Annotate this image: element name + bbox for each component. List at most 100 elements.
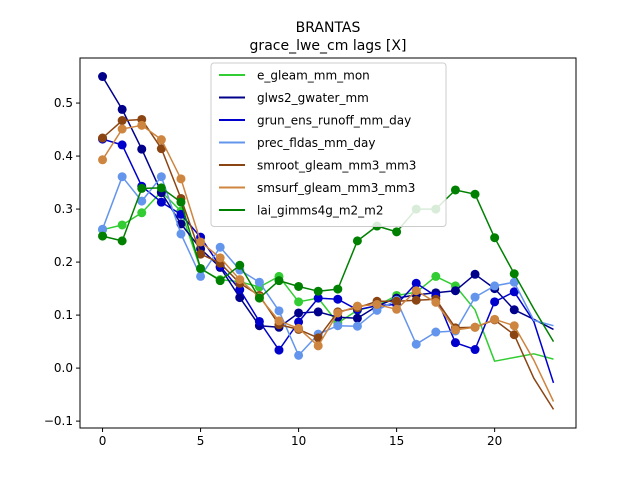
data-point	[274, 306, 284, 316]
legend-label: smsurf_gleam_mm3_mm3	[257, 181, 415, 195]
data-point	[509, 277, 519, 287]
data-point	[196, 271, 206, 281]
data-point	[313, 333, 323, 343]
data-point	[196, 263, 206, 273]
legend-item: lai_gimms4g_m2_m2	[219, 204, 384, 218]
data-point	[490, 314, 500, 324]
data-point	[117, 104, 127, 114]
data-point	[137, 144, 147, 154]
legend-label: smroot_gleam_mm3_mm3	[257, 159, 416, 173]
data-point	[470, 189, 480, 199]
data-point	[352, 236, 362, 246]
data-point	[470, 345, 480, 355]
legend-item: glws2_gwater_mm	[219, 91, 369, 105]
data-point	[117, 124, 127, 134]
data-point	[509, 321, 519, 331]
data-point	[254, 293, 264, 303]
data-point	[470, 269, 480, 279]
data-point	[294, 323, 304, 333]
x-tick-label: 20	[487, 434, 502, 448]
data-point	[137, 208, 147, 218]
data-point	[235, 275, 245, 285]
data-point	[294, 308, 304, 318]
data-point	[156, 135, 166, 145]
data-point	[509, 269, 519, 279]
data-point	[509, 305, 519, 315]
data-point	[117, 172, 127, 182]
data-point	[117, 220, 127, 230]
data-point	[294, 281, 304, 291]
series-line	[102, 190, 554, 362]
data-point	[352, 313, 362, 323]
data-point	[313, 286, 323, 296]
data-point	[196, 237, 206, 247]
data-point	[196, 249, 206, 259]
data-point	[372, 299, 382, 309]
data-point	[313, 341, 323, 351]
chart-subtitle: grace_lwe_cm lags [X]	[250, 38, 407, 54]
data-point	[117, 236, 127, 246]
data-point	[333, 294, 343, 304]
data-point	[431, 327, 441, 337]
data-point	[254, 316, 264, 326]
data-point	[490, 233, 500, 243]
data-point	[215, 253, 225, 263]
data-point	[156, 183, 166, 193]
data-point	[215, 242, 225, 252]
data-point	[333, 284, 343, 294]
y-tick-label: 0.3	[54, 202, 73, 216]
data-point	[333, 321, 343, 331]
legend-item: grun_ens_runoff_mm_day	[219, 114, 411, 128]
x-tick-label: 0	[99, 434, 107, 448]
legend-item: smroot_gleam_mm3_mm3	[219, 159, 416, 173]
series-smsurf_gleam_mm3_mm3	[98, 120, 555, 402]
data-point	[274, 316, 284, 326]
data-point	[137, 183, 147, 193]
data-point	[254, 277, 264, 287]
data-point	[176, 174, 186, 184]
data-point	[117, 116, 127, 126]
data-point	[509, 330, 519, 340]
data-point	[274, 276, 284, 286]
x-tick-label: 5	[197, 434, 205, 448]
data-point	[352, 321, 362, 331]
data-point	[235, 285, 245, 295]
data-point	[392, 296, 402, 306]
data-point	[411, 278, 421, 288]
data-point	[215, 276, 225, 286]
data-point	[117, 140, 127, 150]
x-tick-label: 15	[389, 434, 404, 448]
legend-item: smsurf_gleam_mm3_mm3	[219, 181, 415, 195]
y-tick-label: 0.5	[54, 96, 73, 110]
data-point	[431, 271, 441, 281]
y-tick-label: 0.2	[54, 255, 73, 269]
data-point	[392, 227, 402, 237]
legend-label: lai_gimms4g_m2_m2	[257, 204, 384, 218]
plot-area-frame	[79, 57, 577, 429]
data-point	[490, 297, 500, 307]
data-point	[235, 293, 245, 303]
data-point	[313, 293, 323, 303]
data-point	[98, 224, 108, 234]
y-tick-label: −0.1	[44, 414, 73, 428]
legend-item: e_gleam_mm_mon	[219, 69, 370, 83]
data-point	[294, 317, 304, 327]
data-point	[98, 231, 108, 241]
data-point	[411, 295, 421, 305]
data-point	[352, 301, 362, 311]
data-point	[450, 325, 460, 335]
data-point	[313, 307, 323, 317]
data-point	[392, 304, 402, 314]
data-point	[450, 338, 460, 348]
data-point	[98, 72, 108, 82]
data-point	[274, 345, 284, 355]
data-point	[98, 155, 108, 165]
x-tick-label: 10	[291, 434, 306, 448]
data-point	[137, 120, 147, 130]
data-point	[176, 197, 186, 207]
legend-box	[210, 62, 447, 227]
data-point	[450, 185, 460, 195]
axes-layer: 0 5 10 15 20 −0.1 0.0 0.1 0.2 0.3 0.4 0.5	[44, 96, 502, 448]
